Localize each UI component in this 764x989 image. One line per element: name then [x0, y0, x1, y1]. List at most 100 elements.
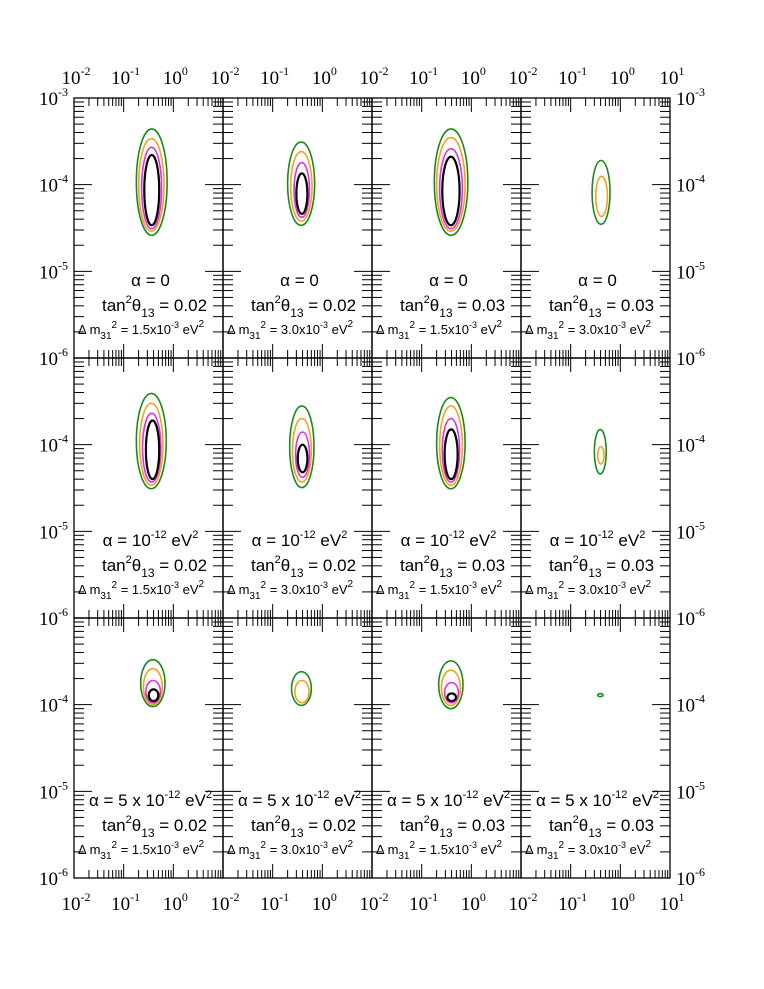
y-tick-label-left: 10-4: [39, 172, 68, 197]
contour-line: [291, 417, 313, 483]
delta-m-label: Δ m312 = 3.0x10-3 eV2: [525, 319, 652, 342]
x-tick-label-top: 100: [163, 64, 188, 89]
contour-line: [145, 679, 162, 704]
contour-line: [296, 443, 309, 474]
contour-line: [141, 412, 162, 483]
x-tick-label-bottom: 10-1: [260, 890, 289, 915]
alpha-label: α = 0: [280, 271, 319, 290]
contour-line: [289, 150, 313, 222]
y-tick-label-right: 10-3: [676, 85, 705, 110]
y-tick-label-left: 10-5: [39, 258, 68, 283]
tan-theta-label: tan2θ13 = 0.02: [251, 294, 356, 320]
x-tick-label-top: 100: [461, 64, 486, 89]
y-tick-label-right: 10-4: [676, 692, 705, 717]
x-tick-label-top: 100: [312, 64, 337, 89]
alpha-label: α = 10-12 eV2: [252, 529, 348, 550]
x-tick-label-bottom: 100: [610, 890, 635, 915]
y-tick-label-right: 10-6: [676, 865, 705, 890]
delta-m-label: Δ m312 = 1.5x10-3 eV2: [376, 579, 503, 602]
contour-line: [433, 128, 469, 237]
contour-line: [135, 392, 168, 490]
contour-line: [440, 669, 462, 707]
contour-line: [144, 419, 161, 481]
y-tick-label-right: 10-5: [676, 778, 705, 803]
contour-line: [435, 136, 466, 233]
y-tick-label-left: 10-5: [39, 778, 68, 803]
delta-m-label: Δ m312 = 1.5x10-3 eV2: [78, 319, 205, 342]
contour-line: [290, 670, 313, 707]
y-tick-label-right: 10-4: [676, 432, 705, 457]
alpha-label: α = 5 x 10-12 eV2: [536, 789, 659, 810]
contour-line: [443, 681, 460, 704]
x-tick-label-bottom: 10-2: [62, 890, 91, 915]
contour-line: [438, 405, 464, 487]
y-tick-label-right: 10-5: [676, 258, 705, 283]
contour-line: [286, 141, 316, 227]
contour-line: [135, 128, 168, 237]
tan-theta-label: tan2θ13 = 0.03: [400, 554, 505, 580]
contour-line: [441, 417, 461, 483]
y-tick-label-right: 10-5: [676, 518, 705, 543]
delta-m-label: Δ m312 = 1.5x10-3 eV2: [78, 579, 205, 602]
contour-line: [294, 431, 311, 479]
y-tick-label-left: 10-6: [39, 865, 68, 890]
alpha-label: α = 5 x 10-12 eV2: [387, 789, 510, 810]
alpha-label: α = 10-12 eV2: [550, 529, 646, 550]
x-tick-label-top: 10-1: [111, 64, 140, 89]
contour-line: [288, 405, 315, 489]
x-tick-label-bottom: 10-2: [211, 890, 240, 915]
tick-labels: 10-2 10-1 100 10-2 10-1 100 10-2 10-1 100 10-2 10-…: [39, 64, 705, 915]
contour-layer: [135, 128, 611, 710]
y-tick-label-right: 10-6: [676, 345, 705, 370]
x-tick-label-top: 10-2: [62, 64, 91, 89]
x-tick-label-top: 10-2: [360, 64, 389, 89]
x-tick-label-top: 10-2: [509, 64, 538, 89]
contour-line: [446, 692, 458, 703]
alpha-label: α = 10-12 eV2: [401, 529, 497, 550]
x-tick-label-top: 10-2: [211, 64, 240, 89]
x-tick-label-bottom: 100: [312, 890, 337, 915]
x-tick-label-bottom: 10-2: [360, 890, 389, 915]
contour-line: [591, 159, 611, 225]
delta-m-label: Δ m312 = 1.5x10-3 eV2: [376, 319, 503, 342]
x-tick-label-bottom: 10-1: [111, 890, 140, 915]
tan-theta-label: tan2θ13 = 0.02: [251, 554, 356, 580]
y-tick-label-right: 10-4: [676, 172, 705, 197]
axis-ticks: [73, 98, 670, 879]
panel-frames: [73, 97, 671, 879]
contour-line: [138, 402, 164, 487]
tan-theta-label: tan2θ13 = 0.02: [102, 554, 207, 580]
contour-line: [596, 445, 605, 465]
y-tick-label-left: 10-3: [39, 85, 68, 110]
alpha-label: α = 5 x 10-12 eV2: [89, 789, 212, 810]
delta-m-label: Δ m312 = 3.0x10-3 eV2: [525, 579, 652, 602]
contour-line: [594, 175, 609, 218]
tan-theta-label: tan2θ13 = 0.03: [549, 814, 654, 840]
contour-line: [593, 428, 608, 475]
y-tick-label-left: 10-4: [39, 692, 68, 717]
alpha-label: α = 10-12 eV2: [103, 529, 199, 550]
x-tick-label-bottom: 10-1: [558, 890, 587, 915]
alpha-label: α = 0: [578, 271, 617, 290]
contour-line: [137, 137, 165, 233]
contour-line: [139, 658, 166, 708]
contour-line: [596, 692, 604, 698]
tan-theta-label: tan2θ13 = 0.03: [549, 554, 654, 580]
x-tick-label-bottom: 10-2: [509, 890, 538, 915]
y-tick-label-left: 10-6: [39, 605, 68, 630]
contour-line: [435, 396, 466, 490]
delta-m-label: Δ m312 = 1.5x10-3 eV2: [78, 839, 205, 862]
contour-line: [147, 688, 160, 703]
contour-line: [142, 667, 164, 706]
delta-m-label: Δ m312 = 3.0x10-3 eV2: [525, 839, 652, 862]
contour-line: [438, 147, 464, 230]
x-tick-label-top: 101: [660, 64, 685, 89]
contour-line: [294, 679, 310, 704]
delta-m-label: Δ m312 = 3.0x10-3 eV2: [227, 579, 354, 602]
x-tick-label-top: 100: [610, 64, 635, 89]
y-tick-label-left: 10-5: [39, 518, 68, 543]
delta-m-label: Δ m312 = 1.5x10-3 eV2: [376, 839, 503, 862]
delta-m-label: Δ m312 = 3.0x10-3 eV2: [227, 319, 354, 342]
